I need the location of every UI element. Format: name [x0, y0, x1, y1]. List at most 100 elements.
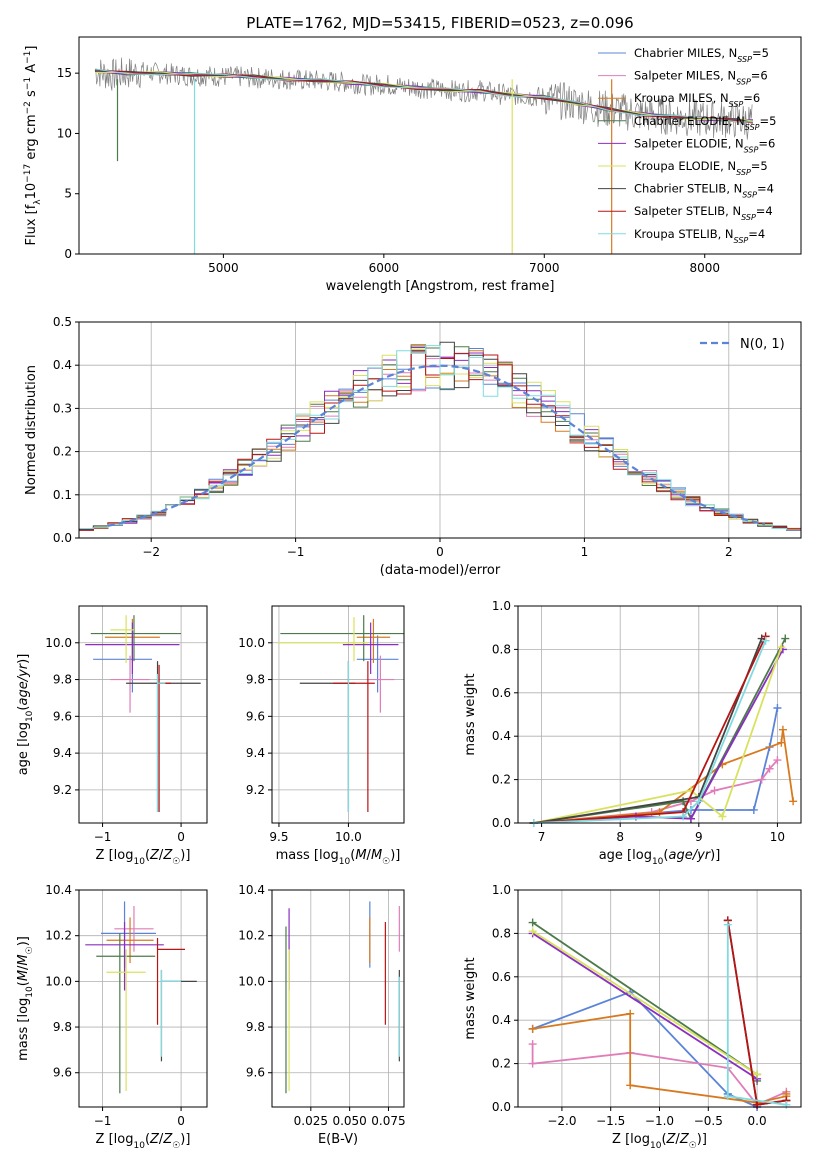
x-axis-label: Z [log10(Z/Z☉)] [96, 848, 191, 867]
legend-label: Chabrier STELIB, NSSP=4 [634, 182, 774, 200]
sfh-series-chabrier-stelib [529, 634, 766, 827]
gaussian-reference-line [107, 364, 766, 527]
errorbar-kroupa-miles [356, 618, 391, 664]
x-axis-label: (data-model)/error [380, 563, 501, 578]
y-tick-label: 0.5 [53, 315, 72, 329]
age_vs_mass-grid [272, 606, 404, 823]
legend-entry-chabrier-miles: Chabrier MILES, NSSP=5 [598, 46, 769, 64]
mass_vs_ebv-plot-area [285, 901, 400, 1094]
age_vs_mass-plot-area [277, 615, 404, 812]
legend-entry-kroupa-elodie: Kroupa ELODIE, NSSP=5 [598, 159, 768, 177]
y-axis-label: mass weight [463, 957, 478, 1039]
axes-frame [517, 889, 802, 1108]
axes-frame [271, 889, 405, 1108]
age_vs_mass-axes: 9.5 10.0 9.2 9.4 9.6 9.8 10.0 mass [log10(M/M☉)… [238, 605, 405, 867]
axes-frame [78, 605, 208, 824]
y-tick-label: 9.6 [53, 709, 72, 723]
y-tick-label: 9.8 [53, 673, 72, 687]
mass_vs_Z-plot-area [85, 901, 197, 1094]
x-tick-label: 0.025 [294, 1114, 328, 1128]
sfh-marker [723, 920, 732, 929]
mass_vs_Z-axes: −1 0 9.6 9.8 10.0 10.2 10.4 Z [log10(Z/Z☉)] mass… [16, 883, 208, 1151]
y-tick-label: 10.4 [45, 883, 72, 897]
sfh-line [533, 638, 787, 824]
legend-label: N(0, 1) [740, 337, 785, 352]
y-tick-label: 0.4 [492, 1013, 511, 1027]
y-axis-label: age [log10(age/yr)] [16, 654, 35, 776]
sfh-line [533, 729, 794, 824]
y-tick-label: 9.8 [246, 673, 265, 687]
x-tick-label: 10.0 [335, 830, 362, 844]
sfh-marker [626, 1009, 635, 1018]
x-axis-label: E(B-V) [318, 1132, 358, 1147]
sfh-marker [778, 725, 787, 734]
sfh-marker [710, 786, 719, 795]
legend-entry-kroupa-stelib: Kroupa STELIB, NSSP=4 [598, 227, 765, 244]
figure-title: PLATE=1762, MJD=53415, FIBERID=0523, z=0… [246, 14, 633, 32]
x-tick-label: 2 [725, 545, 733, 559]
sfh-marker [528, 927, 537, 936]
errorbar-kroupa-stelib [156, 674, 166, 812]
legend-label: Kroupa MILES, NSSP=6 [634, 91, 760, 109]
y-tick-label: 5 [64, 187, 72, 201]
sfh-marker [718, 812, 727, 821]
x-tick-label: 5000 [208, 261, 239, 275]
y-tick-label: 10.0 [238, 636, 265, 650]
y-tick-label: 9.8 [246, 1020, 265, 1034]
errorbar-salpeter-elodie [342, 622, 399, 675]
sfh-series-kroupa-elodie [528, 927, 762, 1079]
sfh-line [532, 990, 758, 1108]
y-tick-label: 0.4 [492, 729, 511, 743]
y-tick-label: 10.4 [238, 883, 265, 897]
legend-label: Kroupa ELODIE, NSSP=5 [634, 159, 768, 177]
x-tick-label: 8000 [689, 261, 720, 275]
errorbar-kroupa-stelib [160, 969, 182, 1057]
y-tick-label: 10 [57, 126, 72, 140]
x-tick-label: −2.0 [547, 1114, 576, 1128]
y-tick-label: 15 [57, 66, 72, 80]
sfh_Z-axes: −2.0 −1.5 −1.0 −0.5 0.0 0.0 0.2 0.4 0.6 0.8 1.0 Z [… [463, 883, 802, 1151]
legend-entry-kroupa-miles: Kroupa MILES, NSSP=6 [598, 91, 760, 109]
errorbar-kroupa-elodie [277, 617, 368, 662]
x-tick-label: 7 [538, 830, 546, 844]
y-tick-label: 0.1 [53, 488, 72, 502]
sfh-marker [777, 738, 786, 747]
x-tick-label: −1 [287, 545, 305, 559]
x-axis-label: wavelength [Angstrom, rest frame] [326, 279, 555, 294]
y-tick-label: 9.2 [53, 783, 72, 797]
y-tick-label: 9.2 [246, 783, 265, 797]
x-axis-label: mass [log10(M/M☉)] [276, 848, 401, 867]
sfh-marker [694, 797, 703, 806]
y-tick-label: 0.6 [492, 970, 511, 984]
x-tick-label: −2 [142, 545, 160, 559]
x-tick-label: −1 [94, 830, 112, 844]
errorbar-chabrier-miles [93, 635, 153, 693]
axes-frame [78, 36, 802, 255]
sfh-marker [723, 1092, 732, 1101]
sfh-marker [782, 1100, 791, 1109]
legend-label: Salpeter MILES, NSSP=6 [634, 69, 768, 87]
y-tick-label: 10.0 [45, 636, 72, 650]
errorbar-kroupa-elodie [106, 949, 146, 1092]
residuals-axes: −2 −1 0 1 2 0.0 0.1 0.2 0.3 0.4 0.5 (data-model)/er… [24, 315, 802, 578]
sfh-marker [773, 756, 782, 765]
x-tick-label: −1.5 [596, 1114, 625, 1128]
sfh-marker [749, 805, 758, 814]
legend-label: Chabrier MILES, NSSP=5 [634, 46, 769, 64]
y-tick-label: 0.4 [53, 358, 72, 372]
age_vs_Z-axes: −1 0 9.2 9.4 9.6 9.8 10.0 Z [log10(Z/Z☉)] age [l… [16, 605, 208, 867]
histogram-plot-area [79, 341, 801, 531]
x-tick-label: 0 [436, 545, 444, 559]
x-tick-label: 0 [177, 830, 185, 844]
errorbar-salpeter-stelib [156, 937, 186, 1025]
errorbar-chabrier-stelib [160, 969, 197, 1062]
sfh-marker [528, 1024, 537, 1033]
axes-frame [78, 889, 208, 1108]
age_vs_Z-plot-area [85, 615, 201, 812]
legend-entry-chabrier-stelib: Chabrier STELIB, NSSP=4 [598, 182, 774, 200]
sfh-series-kroupa-miles [529, 725, 798, 827]
y-tick-label: 0.2 [53, 445, 72, 459]
y-tick-label: 0.0 [492, 1100, 511, 1114]
model-line-salpeter-stelib [94, 69, 753, 124]
y-tick-label: 9.6 [246, 709, 265, 723]
